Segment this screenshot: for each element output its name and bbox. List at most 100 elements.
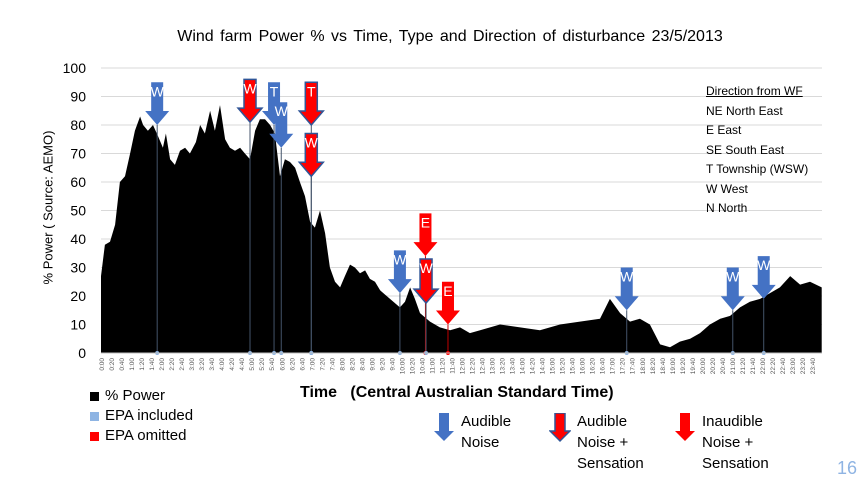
x-tick-label: 21:20	[740, 358, 747, 375]
direction-letter: T	[307, 83, 316, 99]
epa-included-swatch	[90, 411, 99, 421]
x-tick-label: 14:00	[520, 358, 527, 375]
x-tick-label: 23:40	[810, 358, 817, 375]
direction-letter: W	[620, 269, 634, 285]
legend-text: Sensation	[577, 455, 644, 472]
series-legend: % Power EPA included EPA omitted	[90, 386, 193, 446]
blue-arrow-icon	[269, 102, 294, 148]
x-tick-label: 16:00	[580, 358, 587, 375]
y-tick-label: 30	[70, 260, 86, 276]
x-tick-label: 0:20	[109, 358, 116, 371]
x-tick-label: 4:40	[239, 358, 246, 371]
x-tick-label: 10:00	[399, 358, 406, 375]
x-tick-label: 13:20	[500, 358, 507, 375]
blue-arrow-icon	[145, 82, 170, 125]
x-tick-label: 3:20	[199, 358, 206, 371]
x-tick-label: 1:20	[139, 358, 146, 371]
y-tick-label: 0	[78, 345, 86, 361]
x-tick-label: 17:20	[620, 358, 627, 375]
direction-item: W West	[706, 181, 748, 196]
direction-letter: W	[393, 251, 407, 267]
x-tick-label: 2:40	[179, 358, 186, 371]
arrow-legend-audible: Audible Noise	[434, 411, 511, 453]
x-tick-label: 20:00	[700, 358, 707, 375]
x-tick-label: 5:20	[259, 358, 266, 371]
legend-text: Audible	[577, 413, 628, 430]
x-tick-label: 0:00	[99, 358, 106, 371]
x-tick-label: 20:20	[710, 358, 717, 375]
y-tick-label: 90	[70, 89, 86, 105]
blue-red-arrow-icon	[549, 413, 571, 443]
x-tick-label: 12:40	[480, 358, 487, 375]
legend-label: EPA omitted	[105, 427, 187, 444]
red-arrow-icon	[435, 281, 460, 325]
direction-item: T Township (WSW)	[706, 162, 809, 176]
x-tick-label: 23:20	[800, 358, 807, 375]
x-tick-label: 18:40	[660, 358, 667, 375]
x-tick-label: 19:00	[670, 358, 677, 375]
direction-letter: W	[419, 260, 433, 276]
x-tick-label: 9:40	[389, 358, 396, 371]
y-tick-label: 40	[70, 231, 86, 247]
legend-text: Noise +	[702, 434, 754, 451]
x-tick-label: 22:40	[780, 358, 787, 375]
x-tick-label: 11:20	[439, 358, 446, 374]
y-tick-label: 80	[70, 117, 86, 133]
x-tick-label: 22:00	[760, 358, 767, 375]
legend-label: % Power	[105, 387, 166, 404]
x-tick-label: 15:40	[570, 358, 577, 375]
direction-letter: T	[270, 83, 279, 99]
x-tick-label: 6:40	[299, 358, 306, 371]
x-tick-label: 10:20	[409, 358, 416, 375]
x-tick-label: 22:20	[770, 358, 777, 375]
x-tick-label: 3:00	[189, 358, 196, 371]
blue-arrow-icon	[614, 267, 639, 311]
x-tick-label: 5:40	[269, 358, 276, 371]
blue-arrow-icon	[434, 413, 454, 441]
blue-arrow-icon	[751, 256, 776, 299]
x-tick-label: 18:00	[640, 358, 647, 375]
direction-legend-title: Direction from WF	[706, 84, 803, 98]
x-tick-label: 1:00	[129, 358, 136, 371]
blue-arrow-icon	[720, 267, 745, 311]
x-tick-label: 12:00	[460, 358, 467, 375]
x-tick-label: 20:40	[720, 358, 727, 375]
x-tick-label: 19:40	[690, 358, 697, 375]
direction-letter: W	[151, 83, 165, 99]
direction-letter: W	[275, 103, 289, 119]
direction-letter: W	[726, 269, 740, 285]
page-number: 16	[837, 458, 858, 478]
x-tick-label: 17:40	[630, 358, 637, 375]
x-tick-label: 7:00	[309, 358, 316, 371]
legend-label: EPA included	[105, 407, 194, 424]
direction-letter: W	[243, 80, 257, 96]
direction-item: NE North East	[706, 103, 783, 118]
x-tick-label: 6:00	[279, 358, 286, 371]
x-tick-label: 8:40	[359, 358, 366, 371]
x-tick-label: 14:40	[540, 358, 547, 375]
x-tick-label: 7:20	[319, 358, 326, 371]
x-tick-label: 3:40	[209, 358, 216, 371]
x-tick-label: 18:20	[650, 358, 657, 375]
direction-letter: W	[305, 135, 319, 151]
x-tick-label: 9:00	[369, 358, 376, 371]
direction-item: SE South East	[706, 142, 785, 157]
x-tick-label: 5:00	[249, 358, 256, 371]
x-tick-label: 11:40	[449, 358, 456, 374]
x-tick-label: 7:40	[329, 358, 336, 371]
blue-red-arrow-icon	[236, 78, 264, 124]
x-tick-label: 4:00	[219, 358, 226, 371]
y-tick-label: 10	[70, 317, 86, 333]
y-tick-label: 50	[70, 203, 86, 219]
direction-letter: E	[421, 214, 430, 230]
x-tick-label: 23:00	[790, 358, 797, 375]
power-swatch	[90, 391, 99, 401]
y-tick-label: 100	[63, 60, 87, 76]
blue-arrow-icon	[387, 250, 412, 294]
direction-legend: Direction from WF NE North East E East S…	[706, 82, 808, 219]
x-tick-label: 14:20	[530, 358, 537, 375]
x-tick-label: 13:40	[510, 358, 517, 375]
x-tick-label: 11:00	[429, 358, 436, 374]
x-tick-label: 16:40	[600, 358, 607, 375]
